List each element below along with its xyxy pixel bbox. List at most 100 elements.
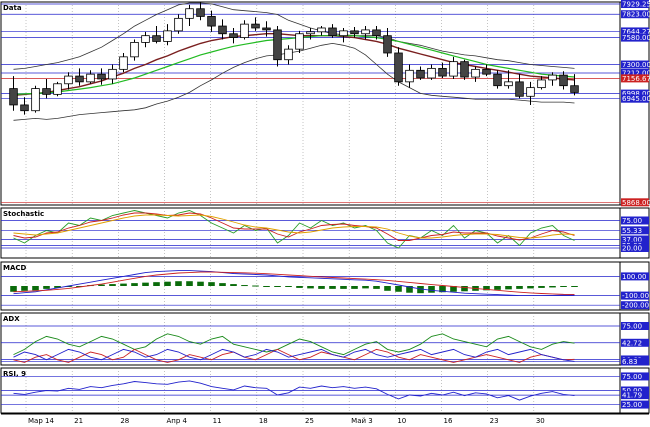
candle-up[interactable]	[427, 67, 436, 79]
pane-frame-stoch	[0, 207, 650, 259]
candle-up[interactable]	[108, 68, 117, 80]
candle-up[interactable]	[185, 8, 194, 19]
macd-histogram-bar	[186, 281, 193, 286]
macd-histogram-bar	[340, 286, 347, 289]
candle-down[interactable]	[350, 30, 359, 35]
candle-down[interactable]	[482, 68, 491, 75]
level-tag	[621, 226, 649, 235]
candle-up[interactable]	[119, 56, 128, 70]
macd-histogram-bar	[65, 286, 72, 287]
macd-histogram-bar	[318, 286, 325, 289]
candle-up[interactable]	[130, 42, 139, 58]
candle-up[interactable]	[141, 35, 150, 43]
pane-title: RSI, 9	[3, 370, 26, 378]
x-axis-label: Май 3	[351, 417, 373, 425]
candle-down[interactable]	[9, 88, 18, 106]
level-tag	[621, 235, 649, 244]
candle-up[interactable]	[240, 23, 249, 38]
candle-down[interactable]	[152, 35, 161, 42]
candle-up[interactable]	[526, 87, 535, 97]
macd-histogram-bar	[417, 286, 424, 294]
candle-up[interactable]	[471, 68, 480, 78]
candle-down[interactable]	[229, 33, 238, 38]
candle-down[interactable]	[438, 67, 447, 77]
x-axis-label: 25	[305, 417, 314, 425]
level-label: -200.00	[622, 302, 649, 310]
candle-up[interactable]	[31, 88, 40, 112]
level-tag	[621, 94, 649, 103]
candle-down[interactable]	[251, 23, 260, 29]
level-tag	[621, 291, 649, 300]
x-axis-label: Апр 4	[167, 417, 188, 425]
candle-up[interactable]	[504, 81, 513, 87]
macd-histogram-bar	[32, 286, 39, 291]
level-label: 42.72	[622, 339, 642, 347]
indicator-series-line	[13, 210, 575, 249]
macd-histogram-bar	[527, 286, 534, 289]
candle-up[interactable]	[295, 33, 304, 50]
candle-down[interactable]	[559, 74, 568, 87]
level-label: 6945.00	[622, 95, 650, 103]
candle-down[interactable]	[328, 27, 337, 37]
pane-title: ADX	[3, 315, 20, 323]
candle-up[interactable]	[64, 75, 73, 85]
macd-histogram-bar	[153, 282, 160, 286]
macd-histogram-bar	[538, 286, 545, 288]
level-label: -100.00	[622, 292, 649, 300]
macd-histogram-bar	[208, 282, 215, 286]
macd-histogram-bar	[351, 286, 358, 289]
macd-histogram-bar	[10, 286, 17, 292]
candle-up[interactable]	[306, 31, 315, 35]
macd-histogram-bar	[384, 286, 391, 291]
candle-down[interactable]	[460, 61, 469, 78]
candle-up[interactable]	[284, 48, 293, 61]
candle-up[interactable]	[53, 83, 62, 95]
macd-histogram-bar	[362, 286, 369, 289]
bollinger-lower-line	[13, 42, 575, 121]
macd-histogram-bar	[494, 286, 501, 290]
candle-up[interactable]	[86, 73, 95, 83]
indicator-series-line	[13, 380, 575, 401]
candle-down[interactable]	[383, 35, 392, 54]
candle-down[interactable]	[493, 73, 502, 87]
level-label: 7823.00	[622, 11, 650, 19]
candle-down[interactable]	[218, 25, 227, 35]
candle-down[interactable]	[273, 29, 282, 61]
x-axis-label: 11	[213, 417, 222, 425]
candle-up[interactable]	[361, 29, 370, 35]
x-axis-label: 28	[120, 417, 129, 425]
moving-average-line	[13, 33, 575, 96]
candle-down[interactable]	[207, 16, 216, 27]
candle-up[interactable]	[163, 30, 172, 42]
level-tag	[621, 10, 649, 19]
candle-up[interactable]	[339, 30, 348, 37]
candle-down[interactable]	[416, 69, 425, 79]
candle-up[interactable]	[405, 69, 414, 83]
macd-histogram-bar	[76, 286, 83, 287]
macd-histogram-bar	[164, 281, 171, 286]
candle-up[interactable]	[174, 17, 183, 32]
macd-histogram-bar	[395, 286, 402, 292]
indicator-series-line	[13, 348, 575, 362]
candle-down[interactable]	[262, 27, 271, 31]
candle-down[interactable]	[196, 8, 205, 17]
candle-down[interactable]	[42, 88, 51, 95]
macd-histogram-bar	[43, 286, 50, 289]
candle-down[interactable]	[372, 29, 381, 37]
candle-down[interactable]	[75, 75, 84, 83]
candle-down[interactable]	[20, 104, 29, 112]
level-label: 7300.00	[622, 61, 650, 69]
candle-up[interactable]	[449, 61, 458, 77]
x-axis-label: 21	[74, 417, 83, 425]
candle-up[interactable]	[548, 74, 557, 81]
candle-up[interactable]	[537, 79, 546, 89]
candle-up[interactable]	[317, 27, 326, 33]
macd-histogram-bar	[296, 286, 303, 288]
candle-down[interactable]	[97, 73, 106, 80]
candle-down[interactable]	[515, 81, 524, 97]
level-tag	[621, 60, 649, 69]
candle-down[interactable]	[570, 85, 579, 93]
candle-down[interactable]	[394, 52, 403, 83]
